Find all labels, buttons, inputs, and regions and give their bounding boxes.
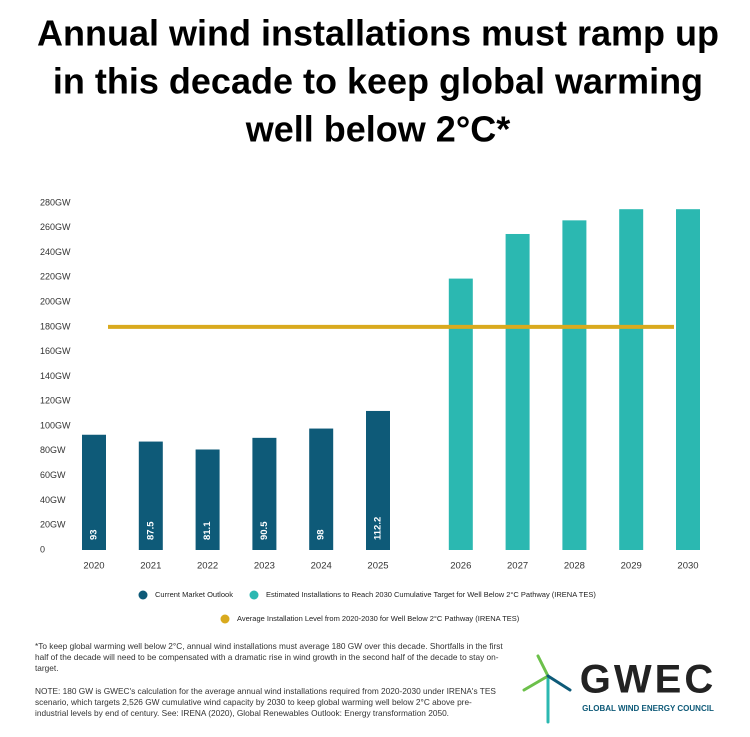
x-tick-label: 2023 (254, 561, 275, 572)
value-label: 81.1 (202, 521, 213, 540)
y-tick-label: 60GW (40, 470, 66, 480)
value-label: 93 (89, 529, 100, 540)
bar (619, 209, 644, 551)
x-tick-label: 2029 (621, 561, 642, 572)
bar (366, 410, 390, 550)
y-tick-label: 180GW (40, 321, 71, 331)
y-tick-label: 280GW (40, 197, 71, 207)
x-tick-label: 2028 (564, 561, 585, 572)
logo-icon (522, 654, 572, 724)
value-label: 90.5 (259, 521, 270, 540)
chart-title: well below 2°C* (245, 109, 510, 150)
bar (448, 278, 473, 550)
legend-marker (220, 614, 230, 624)
x-tick-label: 2030 (677, 561, 698, 572)
bar (676, 209, 700, 551)
logo-name: GWEC (580, 658, 716, 702)
logo-tagline: GLOBAL WIND ENERGY COUNCIL (582, 704, 714, 713)
x-tick-label: 2025 (367, 561, 388, 572)
x-tick-label: 2026 (450, 561, 471, 572)
y-tick-label: 40GW (40, 495, 66, 505)
chart-title: Annual wind installations must ramp up (37, 13, 719, 54)
legend-marker (138, 590, 148, 600)
bar (562, 220, 587, 550)
x-tick-label: 2020 (83, 561, 104, 572)
value-label: 98 (316, 529, 327, 540)
bar (138, 441, 163, 550)
legend-label: Average Installation Level from 2020-203… (237, 614, 520, 623)
x-tick-label: 2024 (311, 561, 332, 572)
y-tick-label: 200GW (40, 297, 71, 307)
y-tick-label: 80GW (40, 445, 66, 455)
footnote: NOTE: 180 GW is GWEC's calculation for t… (35, 686, 496, 718)
value-label: 112.2 (373, 517, 384, 540)
bar (505, 233, 530, 550)
y-tick-label: 140GW (40, 371, 71, 381)
bar (195, 449, 220, 550)
x-tick-label: 2021 (140, 561, 161, 572)
chart-title: in this decade to keep global warming (53, 61, 703, 102)
legend-label: Estimated Installations to Reach 2030 Cu… (266, 590, 596, 599)
y-tick-label: 220GW (40, 272, 71, 282)
footnote: *To keep global warming well below 2°C, … (35, 641, 503, 673)
x-tick-label: 2027 (507, 561, 528, 572)
legend-marker (249, 590, 259, 600)
y-tick-label: 260GW (40, 222, 71, 232)
legend-label: Current Market Outlook (155, 590, 233, 599)
y-tick-label: 120GW (40, 396, 71, 406)
bar (252, 437, 277, 550)
y-tick-label: 160GW (40, 346, 71, 356)
y-tick-label: 100GW (40, 420, 71, 430)
y-tick-label: 240GW (40, 247, 71, 257)
bar (82, 434, 106, 550)
y-tick-label: 20GW (40, 520, 66, 530)
value-label: 87.5 (145, 521, 156, 540)
bar (309, 428, 334, 550)
x-tick-label: 2022 (197, 561, 218, 572)
y-tick-label: 0 (40, 544, 45, 554)
